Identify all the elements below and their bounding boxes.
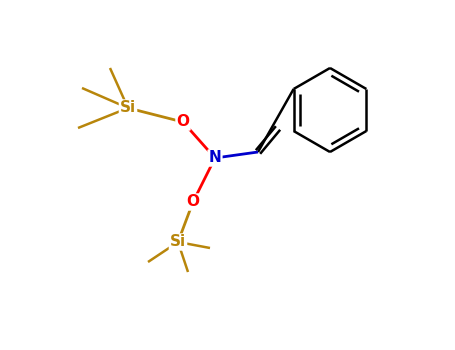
Text: Si: Si [120, 100, 136, 116]
Text: Si: Si [170, 234, 186, 250]
Text: O: O [187, 195, 199, 210]
Text: O: O [177, 114, 189, 130]
Text: N: N [209, 150, 222, 166]
